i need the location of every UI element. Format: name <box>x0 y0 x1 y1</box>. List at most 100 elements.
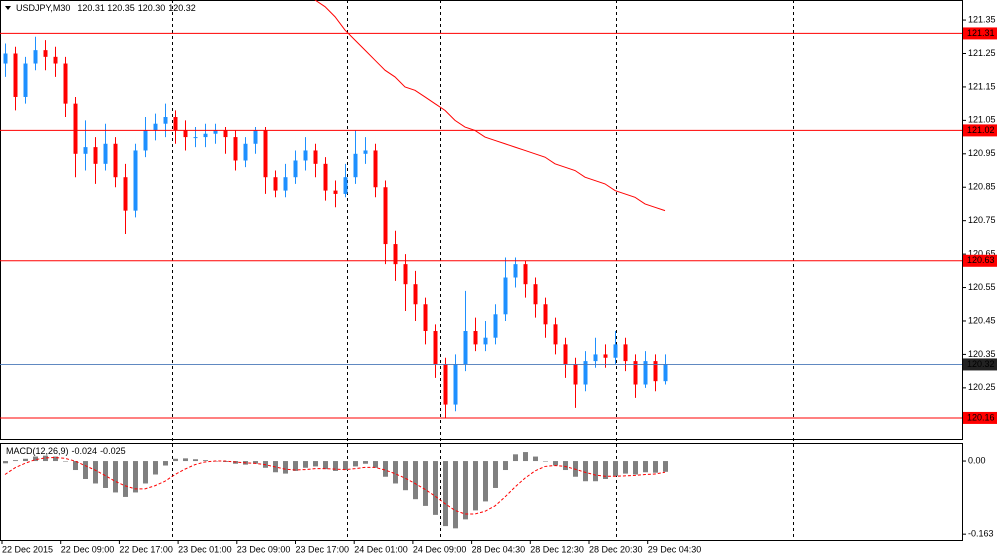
macd-bar <box>103 461 108 488</box>
candle-body <box>323 163 328 191</box>
candle-body <box>593 354 598 362</box>
candle-body <box>63 63 68 104</box>
macd-bar <box>563 461 568 471</box>
candle-body <box>363 150 368 154</box>
macd-bar <box>313 461 318 467</box>
candle-body <box>3 53 8 64</box>
candle-body <box>313 150 318 164</box>
level-label: 120.63 <box>967 255 995 265</box>
macd-bar <box>613 461 618 476</box>
y-tick-label: 120.65 <box>968 248 996 258</box>
macd-pane <box>0 443 963 541</box>
level-tag <box>963 27 997 40</box>
y-tick-label: 120.45 <box>968 315 996 325</box>
macd-bar <box>433 461 438 515</box>
macd-bar <box>63 461 68 462</box>
macd-bar <box>173 458 178 462</box>
macd-bar <box>413 461 418 500</box>
header-value: 120.30 <box>138 3 166 13</box>
macd-bar <box>13 460 18 462</box>
macd-bar <box>403 461 408 491</box>
candle-body <box>623 344 628 362</box>
candle-body <box>93 147 98 164</box>
y-tick-label: 120.75 <box>968 215 996 225</box>
macd-title: MACD(12,26,9) -0.024 -0.025 <box>6 446 126 456</box>
header-value: 120.32 <box>168 3 196 13</box>
macd-bar <box>283 461 288 474</box>
candle-body <box>463 331 468 365</box>
candle-body <box>303 150 308 161</box>
macd-bar <box>523 452 528 462</box>
candle-body <box>143 130 148 151</box>
macd-bar <box>503 461 508 471</box>
x-tick-label: 29 Dec 04:30 <box>648 544 702 554</box>
macd-bar <box>393 461 398 484</box>
candle-body <box>453 364 458 405</box>
candle-body <box>233 137 238 161</box>
candle-body <box>553 324 558 345</box>
level-tag <box>963 124 997 137</box>
header-value: 120.31 <box>77 3 105 13</box>
candle-body <box>653 361 658 382</box>
macd-bar <box>143 461 148 484</box>
candle-body <box>153 123 158 131</box>
candle-body <box>23 63 28 97</box>
x-tick-label: 28 Dec 12:30 <box>530 544 584 554</box>
candle-body <box>263 130 268 178</box>
candle-body <box>163 117 168 124</box>
macd-bar <box>183 458 188 462</box>
y-tick-label: 121.15 <box>968 81 996 91</box>
macd-bar <box>43 455 48 462</box>
macd-bar <box>3 461 8 464</box>
x-tick-label: 23 Dec 09:00 <box>237 544 291 554</box>
candle-body <box>413 284 418 305</box>
macd-y-tick-label: 0.00 <box>968 455 986 465</box>
macd-bar <box>193 459 198 462</box>
macd-bar <box>483 461 488 502</box>
macd-bar <box>623 461 628 474</box>
macd-bar <box>543 461 548 462</box>
macd-bar <box>23 458 28 462</box>
y-tick-label: 121.35 <box>968 14 996 24</box>
candle-body <box>213 130 218 134</box>
level-label: 121.31 <box>967 28 995 38</box>
macd-bar <box>493 461 498 488</box>
level-label: 121.02 <box>967 125 995 135</box>
x-tick-label: 22 Dec 2015 <box>2 544 53 554</box>
x-tick-label: 22 Dec 09:00 <box>61 544 115 554</box>
macd-bar <box>533 456 538 462</box>
level-tag <box>963 411 997 424</box>
candle-body <box>123 177 128 211</box>
x-tick-label: 23 Dec 17:00 <box>296 544 350 554</box>
y-tick-label: 120.95 <box>968 148 996 158</box>
macd-bar <box>253 461 258 464</box>
candle-body <box>203 133 208 138</box>
main-pane <box>0 0 963 440</box>
y-tick-label: 121.25 <box>968 48 996 58</box>
macd-name: MACD(12,26,9) <box>6 446 69 456</box>
candle-body <box>243 143 248 161</box>
macd-bar <box>343 461 348 471</box>
header: USDJPY,M30 120.31 120.35 120.30 120.32 <box>16 3 196 13</box>
x-tick-label: 24 Dec 01:00 <box>354 544 408 554</box>
candle-body <box>43 50 48 57</box>
macd-bar <box>423 461 428 506</box>
candle-body <box>333 190 338 194</box>
candle-body <box>113 143 118 178</box>
candle-body <box>473 331 478 345</box>
separators <box>172 0 794 541</box>
macd-bar <box>123 461 128 497</box>
macd-bar <box>453 461 458 529</box>
candle-body <box>583 361 588 385</box>
level-tag <box>963 254 997 267</box>
macd-y-tick-label: -0.163 <box>968 529 994 539</box>
candle-body <box>273 177 278 191</box>
candle-body <box>423 304 428 332</box>
y-tick-label: 121.05 <box>968 115 996 125</box>
candle-body <box>223 130 228 138</box>
macd-bar <box>33 456 38 462</box>
macd-bar <box>53 456 58 462</box>
